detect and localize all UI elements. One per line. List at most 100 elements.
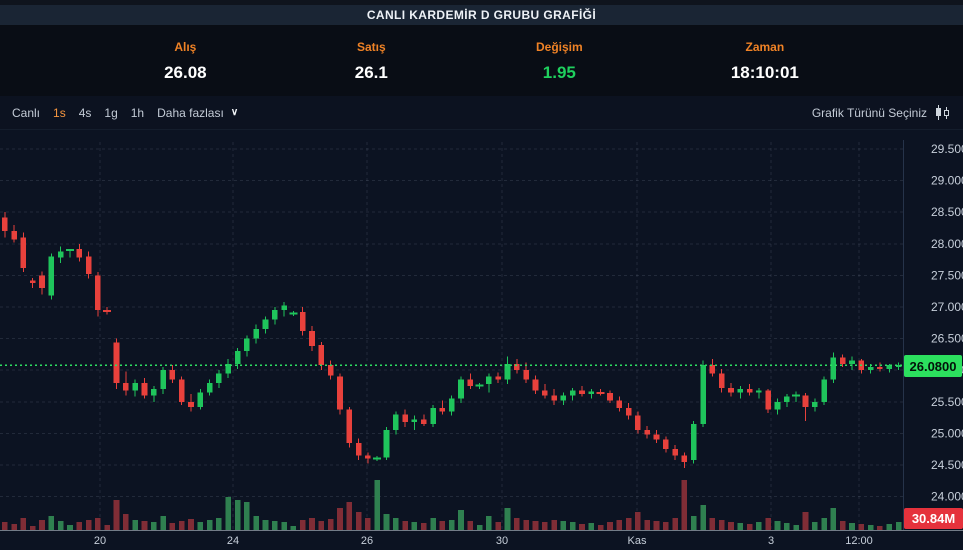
- volume-bar: [560, 521, 567, 530]
- volume-bar: [76, 522, 83, 530]
- candle-body: [737, 389, 744, 393]
- volume-bar: [458, 510, 464, 530]
- candle-body: [877, 367, 883, 369]
- volume-bar: [811, 522, 818, 530]
- tab-1s[interactable]: 1s: [53, 105, 66, 120]
- timeframe-group: Canlı 1s 4s 1g 1h Daha fazlası ∨: [12, 106, 238, 120]
- tab-1g[interactable]: 1g: [104, 105, 118, 120]
- candle-body: [895, 365, 902, 368]
- y-axis-tick-label: 26.5000: [931, 332, 963, 346]
- candle-body: [616, 400, 623, 409]
- volume-bar: [486, 516, 492, 530]
- volume-bar: [867, 525, 874, 530]
- candle-body: [849, 360, 855, 364]
- candle-body: [644, 430, 650, 435]
- y-axis-tick-label: 25.0000: [931, 426, 963, 440]
- candle-body: [756, 390, 762, 393]
- volume-bar: [663, 522, 669, 530]
- candle-body: [830, 357, 837, 380]
- candle-body: [95, 275, 101, 311]
- candle-body: [244, 338, 250, 352]
- chart-type-selector[interactable]: Grafik Türünü Seçiniz: [812, 104, 951, 121]
- volume-bar: [346, 502, 353, 530]
- volume-bar: [420, 523, 427, 530]
- volume-bar: [309, 518, 315, 530]
- volume-bar: [206, 520, 213, 530]
- y-axis-tick-label: 24.0000: [931, 490, 963, 504]
- volume-bar: [774, 521, 781, 530]
- volume-bar: [597, 525, 604, 530]
- candle-body: [299, 312, 306, 332]
- quote-field-time: Zaman 18:10:01: [731, 26, 799, 96]
- y-axis-tick-label: 29.5000: [931, 142, 963, 156]
- doji-dash: [103, 309, 112, 312]
- volume-bar: [393, 518, 399, 530]
- volume-bar: [644, 520, 650, 530]
- more-timeframes-button[interactable]: Daha fazlası: [157, 105, 224, 120]
- volume-bar: [625, 518, 632, 530]
- volume-bar: [299, 520, 306, 530]
- volume-bar: [225, 497, 232, 530]
- volume-bar: [886, 524, 893, 530]
- volume-bar: [216, 518, 222, 530]
- volume-bar: [430, 518, 436, 530]
- volume-bar: [476, 525, 483, 530]
- bid-label: Alış: [174, 39, 197, 54]
- volume-bar: [793, 525, 799, 530]
- candle-body: [20, 237, 27, 268]
- candle-body: [39, 275, 45, 289]
- volume-bar: [839, 521, 846, 530]
- candle-body: [420, 419, 427, 424]
- candle-body: [839, 357, 846, 364]
- volume-bar: [504, 508, 511, 530]
- volume-bar: [514, 518, 520, 530]
- candle-body: [393, 414, 399, 431]
- volume-bar: [616, 520, 623, 530]
- y-axis-tick-label: 24.5000: [931, 458, 963, 472]
- candle-body: [225, 363, 232, 374]
- volume-bar: [532, 521, 539, 530]
- candle-body: [29, 280, 36, 283]
- candle-body: [867, 367, 874, 371]
- x-axis-tick-label: Kas: [628, 535, 647, 547]
- volume-bar: [411, 522, 418, 530]
- candle-body: [774, 401, 781, 410]
- candle-body: [532, 379, 539, 391]
- volume-bar: [383, 514, 390, 530]
- volume-bar: [160, 516, 166, 530]
- candle-body: [132, 382, 138, 391]
- tab-4s[interactable]: 4s: [78, 105, 92, 120]
- quote-field-ask: Satış 26.1: [355, 26, 388, 96]
- candle-body: [411, 419, 418, 423]
- volume-bar: [337, 508, 343, 530]
- candle-body: [11, 231, 17, 240]
- candle-body: [709, 365, 716, 374]
- candle-body: [672, 449, 678, 456]
- candle-body: [784, 396, 790, 402]
- tab-canli[interactable]: Canlı: [12, 105, 41, 120]
- volume-bar: [439, 521, 446, 530]
- volume-bar: [290, 526, 297, 530]
- candle-body: [569, 390, 576, 396]
- volume-bar: [402, 521, 408, 530]
- volume-bar: [141, 521, 148, 530]
- candle-body: [85, 256, 92, 275]
- candle-body: [150, 389, 157, 396]
- candle-body: [690, 423, 697, 460]
- volume-bar: [150, 522, 157, 530]
- volume-bar: [365, 518, 371, 530]
- volume-bar: [467, 521, 474, 530]
- candle-body: [113, 342, 120, 383]
- volume-bar: [20, 518, 27, 530]
- tab-1h[interactable]: 1h: [130, 105, 145, 120]
- chevron-down-icon[interactable]: ∨: [230, 107, 239, 118]
- candle-body: [2, 217, 8, 232]
- candlestick-chart-canvas[interactable]: 29.5000 29.0000 28.5000 28.0000 27.5000 27.00…: [0, 130, 963, 550]
- candle-body: [541, 390, 548, 396]
- candle-body: [169, 370, 176, 380]
- doji-dash: [596, 391, 605, 394]
- volume-bar: [756, 522, 762, 530]
- candle-body: [560, 395, 567, 401]
- volume-bar: [830, 508, 837, 530]
- candle-body: [811, 401, 818, 407]
